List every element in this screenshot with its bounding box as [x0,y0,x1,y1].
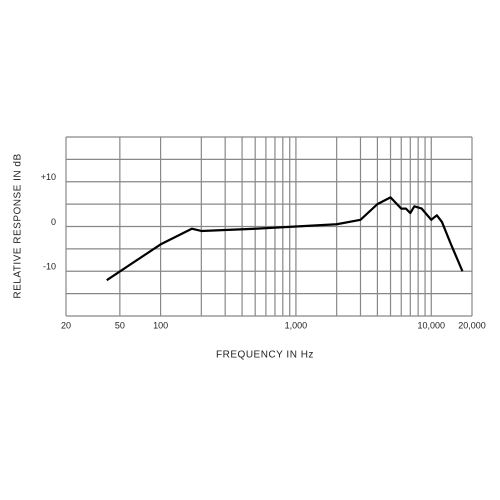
x-axis-title: FREQUENCY IN Hz [216,350,314,361]
x-tick-label: 100 [153,320,168,330]
y-axis-title: RELATIVE RESPONSE IN dB [13,153,24,298]
x-tick-label: 50 [115,320,125,330]
x-tick-label: 1,000 [285,320,308,330]
y-tick-label: -10 [43,262,56,272]
y-tick-label: +10 [41,172,56,182]
response-curve [106,196,464,282]
x-tick-label: 20 [61,320,71,330]
x-tick-label: 20,000 [458,320,486,330]
y-tick-label: 0 [51,217,56,227]
x-tick-label: 10,000 [417,320,445,330]
